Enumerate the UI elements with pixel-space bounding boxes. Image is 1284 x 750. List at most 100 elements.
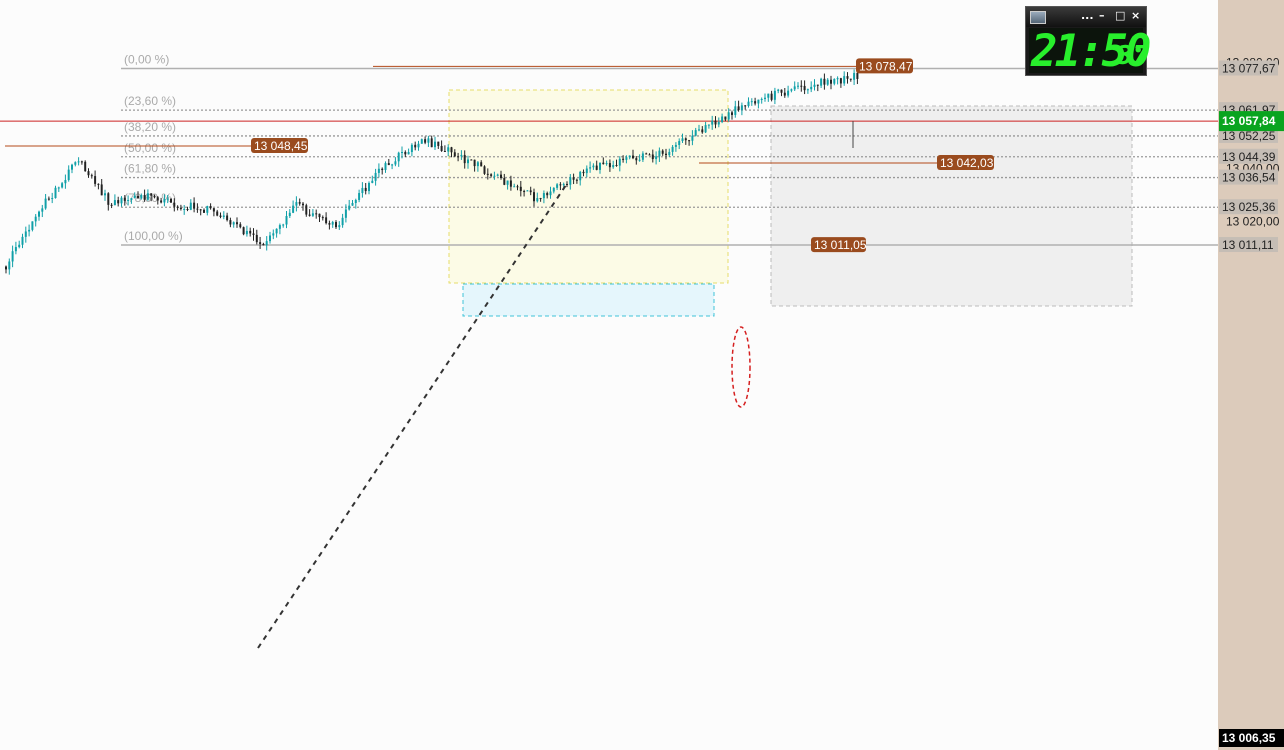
candle-body (140, 195, 143, 199)
fib-level-label: (61,80 %) (124, 162, 176, 176)
fib-axis-label: 13 011,11 (1222, 238, 1274, 252)
window-icon (1030, 11, 1046, 24)
candle-body (770, 93, 773, 100)
candle-body (127, 200, 130, 202)
candle-body (579, 171, 582, 181)
candle-body (437, 141, 440, 146)
candle-body (427, 138, 430, 143)
candle-body (704, 125, 707, 133)
fib-axis-label: 13 025,36 (1222, 200, 1276, 214)
candle-body (371, 180, 374, 183)
candle-body (401, 152, 403, 154)
candle-body (31, 221, 34, 230)
candle-body (305, 205, 308, 215)
candle-body (90, 175, 93, 177)
trend-line (257, 184, 567, 649)
candle-body (849, 78, 852, 80)
candle-body (163, 199, 166, 203)
candle-body (843, 76, 846, 84)
candle-body (806, 89, 809, 91)
candle-body (374, 172, 377, 181)
candle-body (212, 208, 215, 212)
candle-body (67, 169, 70, 181)
candle-body (338, 225, 341, 228)
candle-body (196, 208, 199, 210)
candle-body (585, 168, 588, 174)
menu-dots-icon[interactable]: ... (1081, 9, 1094, 22)
candle-body (311, 213, 314, 216)
clock-title-bar[interactable]: ... – □ × (1026, 7, 1146, 27)
candle-body (84, 161, 87, 172)
candle-body (331, 222, 334, 225)
candle-body (490, 174, 493, 176)
candle-body (608, 163, 611, 168)
candle-body (335, 222, 337, 228)
candle-body (651, 154, 654, 160)
candle-body (731, 112, 733, 115)
candle-body (496, 174, 499, 176)
candle-body (173, 202, 176, 207)
candle-body (44, 198, 47, 209)
candle-body (773, 90, 776, 100)
candle-body (823, 78, 826, 85)
candle-body (615, 165, 618, 167)
candle-body (295, 202, 298, 206)
candle-body (11, 251, 14, 262)
candle-body (239, 224, 242, 228)
candle-body (265, 241, 268, 246)
candle-body (381, 168, 384, 170)
candle-body (348, 205, 351, 210)
candle-body (344, 209, 347, 218)
candle-body (278, 225, 281, 229)
candle-body (476, 162, 479, 167)
candle-body (681, 138, 684, 142)
candle-body (503, 177, 506, 185)
candle-body (407, 152, 410, 155)
candle-body (143, 195, 146, 200)
candle-body (54, 187, 57, 199)
candle-body (189, 202, 192, 210)
fib-axis-tag (1219, 127, 1278, 143)
candle-body (249, 230, 252, 234)
candle-body (384, 163, 387, 170)
candle-body (209, 206, 212, 209)
candle-body (542, 193, 545, 199)
candle-body (671, 146, 674, 152)
ray-price-tag (811, 237, 866, 253)
candle-body (612, 165, 615, 168)
candle-body (486, 173, 489, 175)
candle-body (358, 193, 361, 200)
yellow-zone (448, 89, 729, 284)
candle-body (410, 144, 413, 153)
clock-widget[interactable]: ... – □ × 21:50 37 (1025, 6, 1151, 77)
candle-body (523, 191, 526, 193)
blue-zone (462, 283, 715, 317)
minimize-icon[interactable]: – (1099, 9, 1105, 22)
candle-body (526, 190, 529, 192)
candle-body (222, 215, 225, 217)
candle-body (655, 156, 658, 160)
candle-body (509, 180, 512, 187)
candle-body (744, 105, 747, 107)
candle-body (556, 184, 559, 188)
candle-body (447, 147, 450, 152)
candle-body (288, 212, 291, 217)
candle-body (166, 198, 169, 200)
candle-body (826, 79, 829, 85)
candle-body (361, 187, 364, 194)
candle-body (47, 198, 50, 200)
candle-body (302, 203, 304, 206)
candle-body (467, 159, 469, 164)
candle-body (107, 193, 110, 205)
fib-axis-tag (1219, 60, 1278, 76)
candle-body (816, 84, 819, 86)
bottom-price-label: 13 006,35 (1222, 731, 1276, 745)
close-icon[interactable]: × (1131, 9, 1141, 22)
grey-zone (770, 105, 1133, 307)
candle-body (176, 206, 179, 208)
candle-body (64, 180, 67, 184)
maximize-icon[interactable]: □ (1115, 9, 1126, 22)
candle-body (292, 205, 295, 213)
